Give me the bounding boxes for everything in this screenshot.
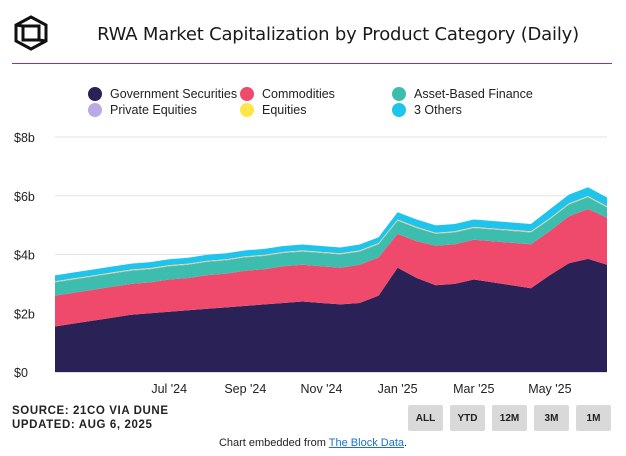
updated-line: UPDATED: AUG 6, 2025 <box>12 419 153 431</box>
area-private-equities <box>55 196 607 283</box>
y-tick-label: $4b <box>14 249 35 263</box>
legend-item-government-securities[interactable]: Government Securities <box>88 87 237 101</box>
area-3-others <box>55 187 607 282</box>
stacked-area-chart: $0 $2b $4b $6b $8b Jul '24 Sep '24 Nov '24 Jan '… <box>14 131 607 396</box>
x-tick-label: Nov '24 <box>300 382 342 396</box>
legend-item-equities[interactable]: Equities <box>240 103 306 117</box>
legend-swatch <box>240 87 254 101</box>
legend-swatch <box>392 103 406 117</box>
legend-label: Asset-Based Finance <box>414 87 533 101</box>
area-equities <box>55 196 607 282</box>
x-tick-label: Mar '25 <box>453 382 494 396</box>
y-tick-label: $2b <box>14 307 35 321</box>
chart-title: RWA Market Capitalization by Product Cat… <box>97 24 579 45</box>
y-tick-label: $8b <box>14 131 35 145</box>
embed-note: Chart embedded from The Block Data. <box>0 437 626 449</box>
title-divider <box>12 63 612 64</box>
legend-swatch <box>88 103 102 117</box>
range-all-button[interactable]: ALL <box>408 405 443 431</box>
area-government-securities <box>55 258 607 372</box>
embed-prefix: Chart embedded from <box>218 437 329 449</box>
source-line: SOURCE: 21CO VIA DUNE <box>12 405 169 417</box>
legend-item-3-others[interactable]: 3 Others <box>392 103 462 117</box>
x-tick-label: Jul '24 <box>151 382 187 396</box>
legend-item-commodities[interactable]: Commodities <box>240 87 335 101</box>
range-1m-button[interactable]: 1M <box>576 405 611 431</box>
y-tick-label: $6b <box>14 190 35 204</box>
x-tick-label: May '25 <box>528 382 571 396</box>
legend-item-private-equities[interactable]: Private Equities <box>88 103 197 117</box>
legend-swatch <box>240 103 254 117</box>
x-tick-label: Jan '25 <box>378 382 418 396</box>
y-tick-label: $0 <box>14 366 28 380</box>
range-3m-button[interactable]: 3M <box>534 405 569 431</box>
embed-suffix: . <box>404 437 408 449</box>
x-tick-label: Sep '24 <box>224 382 266 396</box>
legend-swatch <box>392 87 406 101</box>
range-12m-button[interactable]: 12M <box>492 405 527 431</box>
cube-icon <box>13 15 49 51</box>
legend-label: 3 Others <box>414 103 462 117</box>
the-block-data-link[interactable]: The Block Data <box>328 437 404 449</box>
area-asset-based-finance <box>55 197 607 296</box>
range-ytd-button[interactable]: YTD <box>450 405 485 431</box>
legend-label: Commodities <box>262 87 335 101</box>
source-note: SOURCE: 21CO VIA DUNE UPDATED: AUG 6, 20… <box>12 404 169 432</box>
legend-label: Government Securities <box>110 87 238 101</box>
legend-label: Private Equities <box>110 103 197 117</box>
area-commodities <box>55 209 607 327</box>
legend: Government Securities Commodities Asset-… <box>88 87 588 121</box>
legend-swatch <box>88 87 102 101</box>
legend-item-asset-based-finance[interactable]: Asset-Based Finance <box>392 87 533 101</box>
range-buttons: ALL YTD 12M 3M 1M <box>408 405 612 431</box>
legend-label: Equities <box>262 103 307 117</box>
